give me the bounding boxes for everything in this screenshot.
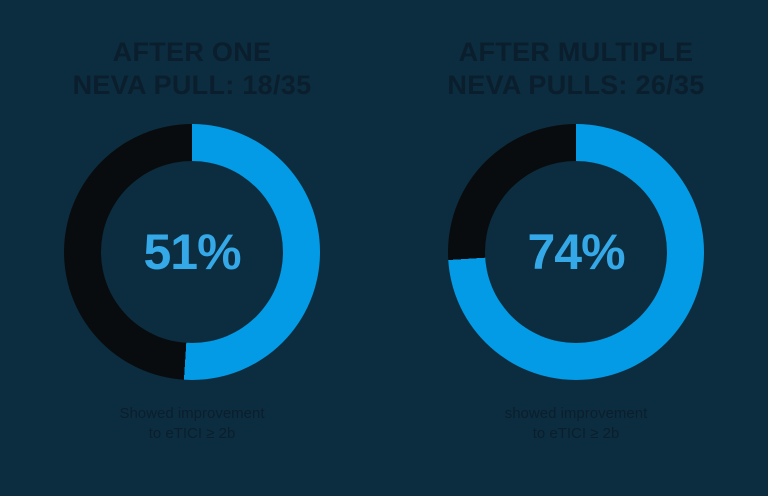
donut-chart-after-one-pull: 51% [64, 123, 320, 380]
panel-caption-after-one-pull: Showed improvement to eTICI ≥ 2b [119, 404, 265, 443]
panel-title-after-one-pull: AFTER ONE NEVA PULL: 18/35 [72, 37, 312, 100]
panel-caption-after-multiple-pulls: showed improvement to eTICI ≥ 2b [504, 404, 648, 443]
donut-hole-after-multiple-pulls: 74% [485, 160, 667, 343]
donut-chart-after-multiple-pulls: 74% [448, 123, 704, 380]
panel-after-multiple-pulls: AFTER MULTIPLE NEVA PULLS: 26/35 74% sho… [384, 0, 768, 496]
donut-value-after-one-pull: 51% [143, 223, 241, 280]
donut-value-after-multiple-pulls: 74% [527, 223, 625, 280]
donut-hole-after-one-pull: 51% [101, 160, 283, 343]
panel-title-after-multiple-pulls: AFTER MULTIPLE NEVA PULLS: 26/35 [447, 37, 705, 100]
panel-after-one-pull: AFTER ONE NEVA PULL: 18/35 51% Showed im… [64, 37, 320, 443]
